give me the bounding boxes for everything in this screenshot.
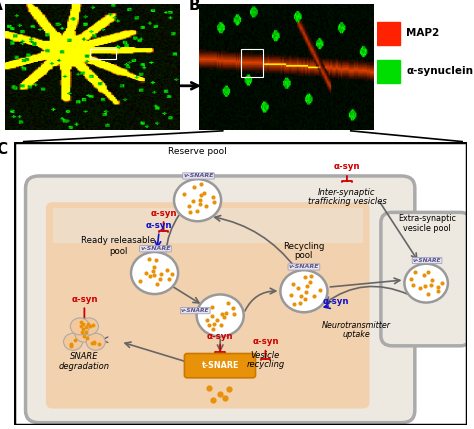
Text: Recycling: Recycling — [283, 242, 325, 251]
Circle shape — [64, 333, 82, 350]
Circle shape — [131, 252, 178, 294]
Circle shape — [174, 179, 221, 221]
Text: v-SNARE: v-SNARE — [413, 258, 441, 263]
Text: pool: pool — [295, 251, 313, 260]
Text: α-synuclein: α-synuclein — [406, 66, 474, 76]
Circle shape — [80, 318, 99, 335]
Text: t-SNARE: t-SNARE — [201, 361, 239, 370]
Circle shape — [404, 264, 448, 302]
Circle shape — [197, 294, 244, 336]
FancyBboxPatch shape — [381, 212, 472, 346]
FancyBboxPatch shape — [184, 353, 255, 378]
Text: Extra-synaptic: Extra-synaptic — [398, 214, 456, 223]
Text: Reserve pool: Reserve pool — [168, 147, 227, 156]
Text: α-syn: α-syn — [150, 209, 177, 218]
Text: v-SNARE: v-SNARE — [181, 308, 210, 313]
Circle shape — [281, 270, 328, 312]
Text: B: B — [189, 0, 200, 13]
Text: α-syn: α-syn — [207, 332, 233, 341]
Bar — [377, 60, 400, 83]
Text: MAP2: MAP2 — [406, 28, 440, 39]
Text: v-SNARE: v-SNARE — [183, 173, 214, 178]
Text: α-syn: α-syn — [252, 337, 279, 346]
Text: uptake: uptake — [342, 330, 370, 339]
Text: pool: pool — [109, 247, 128, 256]
FancyBboxPatch shape — [46, 202, 370, 408]
Text: A: A — [0, 0, 2, 13]
Text: Inter-synaptic: Inter-synaptic — [318, 187, 376, 196]
Text: v-SNARE: v-SNARE — [140, 246, 171, 251]
Text: Neurotransmitter: Neurotransmitter — [321, 321, 391, 330]
Text: Ready releasable: Ready releasable — [81, 236, 155, 245]
Text: SNARE: SNARE — [70, 352, 99, 361]
Text: C: C — [0, 142, 7, 157]
Circle shape — [86, 333, 105, 350]
Bar — [90, 48, 116, 59]
Text: recycling: recycling — [246, 360, 284, 369]
FancyBboxPatch shape — [26, 176, 415, 423]
FancyBboxPatch shape — [53, 208, 363, 243]
Text: vesicle pool: vesicle pool — [403, 224, 451, 233]
Text: α-syn: α-syn — [146, 221, 173, 230]
Circle shape — [75, 325, 94, 342]
Text: α-syn: α-syn — [71, 295, 98, 304]
Bar — [377, 22, 400, 45]
Text: degradation: degradation — [59, 362, 110, 371]
Text: α-syn: α-syn — [322, 297, 349, 306]
Text: trafficking vesicles: trafficking vesicles — [308, 197, 386, 206]
Circle shape — [70, 318, 90, 335]
Bar — [241, 48, 263, 77]
Text: v-SNARE: v-SNARE — [289, 264, 319, 269]
Text: α-syn: α-syn — [334, 162, 360, 171]
Text: Vesicle: Vesicle — [251, 350, 280, 360]
